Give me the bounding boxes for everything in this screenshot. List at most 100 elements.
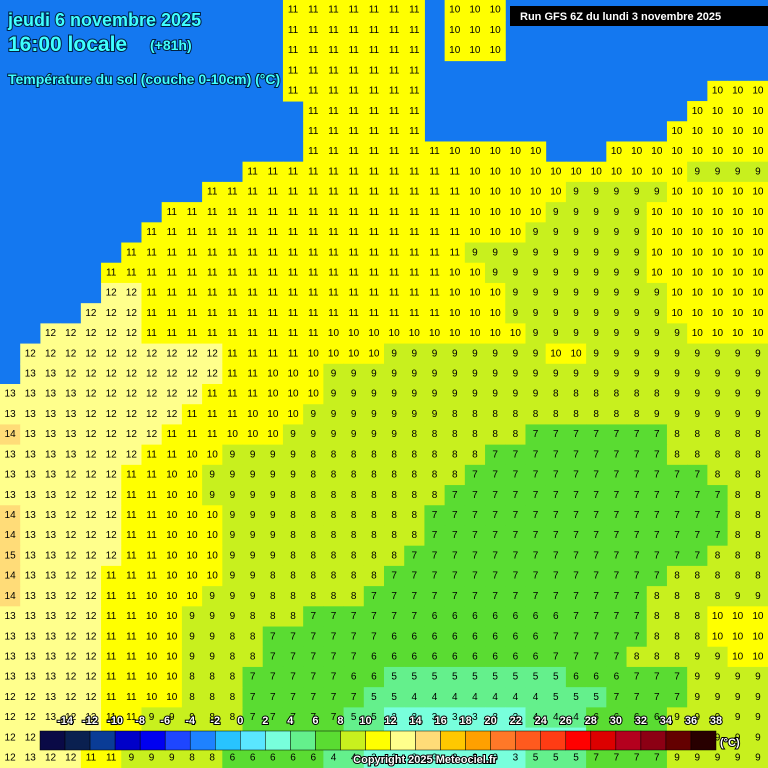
cell-value: 9 — [674, 369, 680, 380]
cell — [646, 404, 668, 425]
cell-value: 8 — [290, 490, 296, 501]
cell — [687, 141, 708, 163]
cell-value: 8 — [715, 470, 721, 481]
cell — [121, 464, 142, 486]
cell-value: 9 — [755, 672, 761, 683]
cell-value: 13 — [45, 409, 57, 420]
cell-value: 13 — [65, 409, 77, 420]
cell-value: 10 — [510, 166, 522, 177]
cell — [646, 323, 668, 345]
cell-value: 7 — [492, 571, 498, 582]
cell-value: 6 — [432, 631, 438, 642]
cell-value: 7 — [614, 470, 620, 481]
cell — [141, 323, 163, 345]
cell-value: 8 — [250, 631, 256, 642]
cell-value: 8 — [189, 672, 195, 683]
cell-value: 11 — [308, 288, 319, 299]
cell-value: 5 — [553, 753, 559, 764]
cell — [40, 464, 62, 486]
cell — [586, 202, 607, 223]
cell-value: 10 — [712, 247, 724, 258]
cell — [282, 0, 304, 21]
cell — [666, 303, 688, 324]
cell — [323, 262, 345, 284]
cell — [101, 464, 122, 486]
cell-value: 11 — [369, 65, 380, 76]
cell — [384, 80, 405, 102]
cell-value: 11 — [308, 5, 319, 16]
cell-value: 8 — [290, 530, 296, 541]
cell-value: 9 — [614, 308, 620, 319]
cell-value: 11 — [429, 166, 440, 177]
cell — [747, 80, 768, 102]
cell — [626, 141, 648, 163]
cell — [545, 303, 567, 324]
legend-tick: 14 — [409, 715, 422, 727]
cell-value: 7 — [513, 490, 519, 501]
legend-tick: -12 — [82, 715, 98, 727]
cell-value: 10 — [267, 389, 279, 400]
cell — [727, 323, 749, 345]
cell-value: 8 — [270, 571, 276, 582]
cell — [181, 343, 203, 365]
cell-value: 8 — [715, 591, 721, 602]
cell-value: 9 — [593, 227, 599, 238]
cell-value: 11 — [409, 227, 420, 238]
cell — [303, 60, 324, 82]
cell-value: 10 — [530, 207, 542, 218]
cell-value: 9 — [755, 389, 761, 400]
cell-value: 9 — [593, 267, 599, 278]
cell — [687, 121, 708, 142]
cell — [384, 141, 405, 163]
cell-value: 10 — [186, 571, 198, 582]
cell — [0, 384, 21, 405]
cell — [262, 202, 284, 223]
cell-value: 11 — [268, 187, 279, 198]
cell-value: 11 — [328, 5, 339, 16]
cell — [20, 464, 41, 486]
cell — [586, 303, 607, 324]
cell-value: 11 — [348, 187, 359, 198]
cell — [363, 40, 385, 62]
cell-value: 7 — [270, 692, 276, 703]
cell-value: 12 — [65, 348, 77, 359]
cell — [222, 384, 244, 405]
cell-value: 12 — [85, 308, 97, 319]
cell — [60, 363, 82, 385]
cell-value: 11 — [167, 247, 178, 258]
cell — [282, 20, 304, 41]
cell-value: 11 — [268, 308, 279, 319]
cell — [545, 202, 567, 223]
cell — [464, 202, 486, 223]
cell-value: 13 — [45, 631, 57, 642]
cell — [727, 424, 749, 446]
cell — [80, 485, 102, 506]
cell-value: 11 — [409, 86, 420, 97]
cell-value: 10 — [166, 490, 178, 501]
cell-value: 9 — [351, 389, 357, 400]
cell — [586, 404, 607, 425]
cell — [545, 222, 567, 244]
legend-swatch — [240, 730, 266, 751]
cell — [20, 363, 41, 385]
cell-value: 7 — [553, 631, 559, 642]
cell-value: 8 — [472, 429, 478, 440]
cell-value: 8 — [351, 510, 357, 521]
cell — [444, 141, 466, 163]
cell-value: 8 — [391, 550, 397, 561]
cell-value: 7 — [634, 631, 640, 642]
cell-value: 11 — [268, 227, 279, 238]
cell-value: 12 — [65, 530, 77, 541]
cell — [626, 161, 648, 183]
cell — [343, 141, 365, 163]
cell — [464, 222, 486, 244]
cell — [444, 202, 466, 223]
cell-value: 9 — [694, 672, 700, 683]
legend-swatch — [164, 730, 191, 751]
cell-value: 8 — [412, 490, 418, 501]
cell-value: 12 — [85, 651, 97, 662]
cell — [384, 40, 405, 62]
cell-value: 12 — [106, 328, 118, 339]
cell-value: 7 — [351, 611, 357, 622]
cell-value: 7 — [614, 651, 620, 662]
